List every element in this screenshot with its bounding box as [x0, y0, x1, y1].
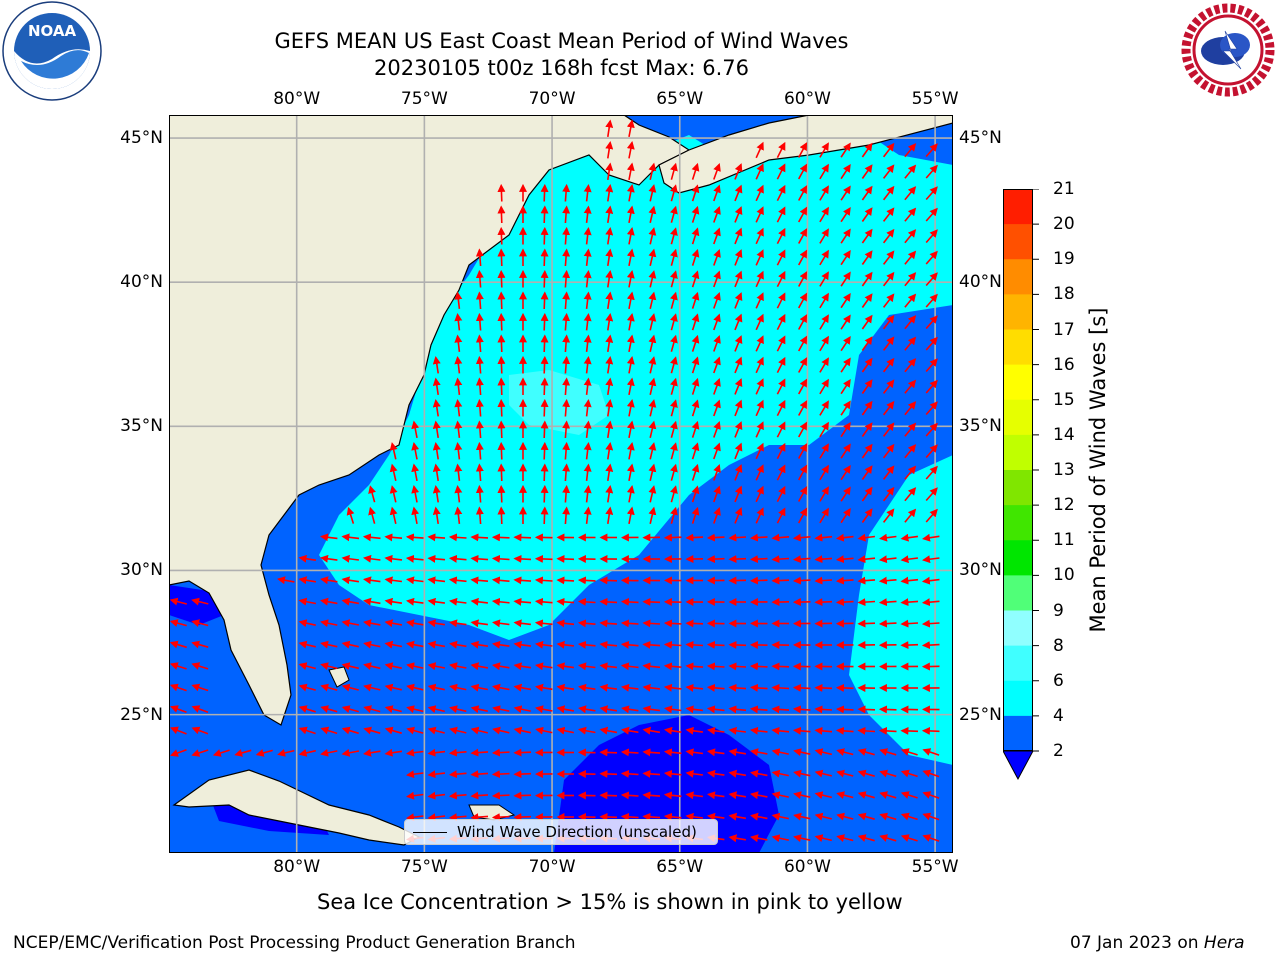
lon-tick-label-bottom: 60°W	[783, 857, 831, 877]
colorbar-band	[1003, 505, 1033, 541]
colorbar-tick-label: 17	[1053, 319, 1075, 340]
colorbar-band	[1003, 610, 1033, 647]
map-canvas	[169, 115, 953, 853]
colorbar-tick-label: 12	[1053, 495, 1075, 516]
colorbar-tick-label: 4	[1053, 705, 1064, 726]
colorbar-tick-label: 11	[1053, 530, 1075, 551]
noaa-logo-text: NOAA	[28, 22, 77, 40]
colorbar-band	[1003, 540, 1033, 576]
colorbar-band	[1003, 224, 1033, 260]
lon-tick-label-top: 70°W	[528, 89, 576, 109]
lat-tick-label-right: 25°N	[959, 704, 1002, 725]
land-bahamas	[328, 666, 350, 688]
lat-tick-label-left: 35°N	[120, 416, 163, 437]
footer-left: NCEP/EMC/Verification Post Processing Pr…	[13, 933, 576, 953]
lon-tick-label-top: 80°W	[273, 89, 321, 109]
lon-tick-label-bottom: 55°W	[911, 857, 959, 877]
colorbar-band	[1003, 399, 1033, 436]
lat-tick-label-left: 45°N	[120, 128, 163, 149]
lat-tick-label-left: 30°N	[120, 560, 163, 581]
chart-title: GEFS MEAN US East Coast Mean Period of W…	[274, 29, 849, 53]
lat-tick-label-right: 40°N	[959, 272, 1002, 293]
colorbar-band	[1003, 294, 1033, 330]
colorbar-tick-label: 2	[1053, 741, 1064, 761]
ocean-6-8s-patch	[509, 370, 609, 435]
colorbar-band	[1003, 189, 1033, 225]
colorbar-band	[1003, 329, 1033, 366]
chart-subtitle: 20230105 t00z 168h fcst Max: 6.76	[374, 56, 749, 80]
colorbar-tick-label: 9	[1053, 600, 1064, 621]
lon-tick-label-top: 65°W	[656, 89, 704, 109]
colorbar-band	[1003, 575, 1033, 611]
lon-tick-label-bottom: 75°W	[400, 857, 448, 877]
lon-tick-label-top: 75°W	[400, 89, 448, 109]
colorbar-tick-label: 15	[1053, 389, 1075, 410]
map-panel	[169, 115, 953, 853]
lat-tick-label-left: 25°N	[120, 704, 163, 725]
colorbar-tick-label: 19	[1053, 249, 1075, 270]
colorbar-tick-label: 16	[1053, 354, 1075, 375]
legend-line-icon	[413, 831, 447, 833]
lat-tick-label-right: 45°N	[959, 128, 1002, 149]
colorbar-tick-label: 18	[1053, 284, 1075, 305]
map-legend: Wind Wave Direction (unscaled)	[404, 819, 718, 845]
colorbar-band	[1003, 434, 1033, 471]
colorbar-tick-label: 21	[1053, 179, 1075, 199]
colorbar	[1003, 189, 1039, 781]
colorbar-band	[1003, 364, 1033, 401]
footer-host: Hera	[1203, 933, 1245, 953]
lat-tick-label-left: 40°N	[120, 272, 163, 293]
lon-tick-label-top: 60°W	[783, 89, 831, 109]
footer-date: 07 Jan 2023 on	[1070, 933, 1204, 953]
lon-tick-label-bottom: 65°W	[656, 857, 704, 877]
lon-tick-label-bottom: 80°W	[273, 857, 321, 877]
colorbar-band	[1003, 645, 1033, 682]
colorbar-band	[1003, 715, 1033, 752]
footer-right: 07 Jan 2023 on Hera	[1070, 933, 1245, 953]
colorbar-border	[1003, 189, 1033, 751]
noaa-logo: NOAA	[2, 1, 102, 101]
colorbar-band	[1003, 259, 1033, 295]
lon-tick-label-bottom: 70°W	[528, 857, 576, 877]
colorbar-band	[1003, 680, 1033, 717]
colorbar-tick-label: 13	[1053, 460, 1075, 480]
nws-logo	[1180, 2, 1276, 98]
colorbar-tick-label: 14	[1053, 424, 1075, 445]
colorbar-extend-triangle	[1003, 750, 1034, 781]
sea-ice-note: Sea Ice Concentration > 15% is shown in …	[317, 890, 903, 914]
lon-tick-label-top: 55°W	[911, 89, 959, 109]
lat-tick-label-right: 30°N	[959, 560, 1002, 581]
land-north-america	[169, 115, 691, 726]
lat-tick-label-right: 35°N	[959, 416, 1002, 437]
legend-label: Wind Wave Direction (unscaled)	[457, 823, 697, 841]
colorbar-tick-label: 20	[1053, 214, 1075, 235]
colorbar-tick-label: 10	[1053, 565, 1075, 586]
colorbar-tick-label: 6	[1053, 670, 1064, 691]
colorbar-tick-label: 8	[1053, 635, 1064, 656]
colorbar-band	[1003, 470, 1033, 506]
colorbar-title: Mean Period of Wind Waves [s]	[1086, 307, 1110, 633]
